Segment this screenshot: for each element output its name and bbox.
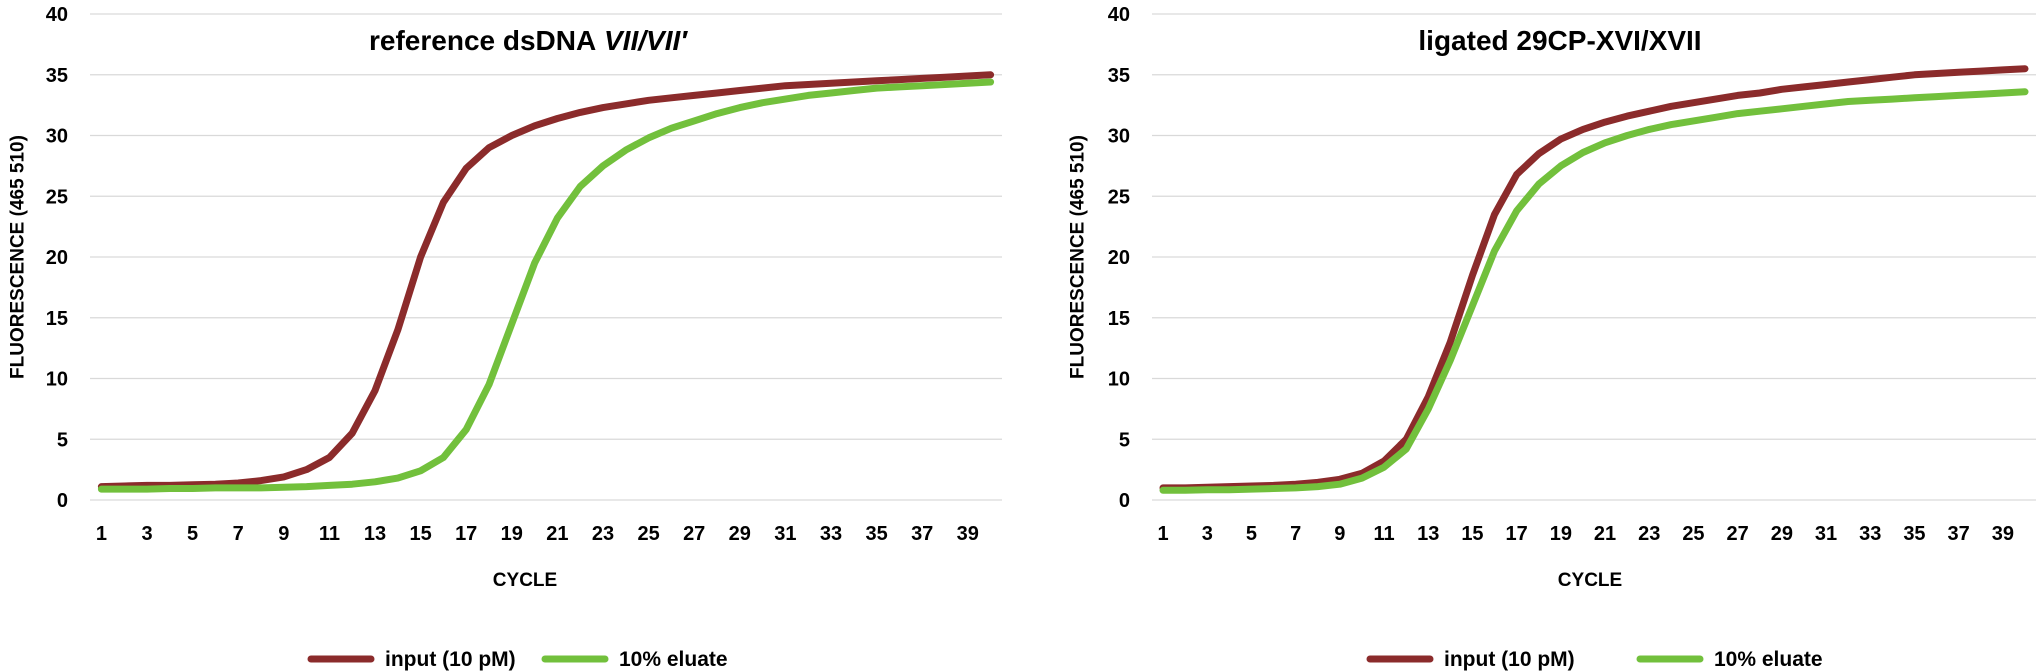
x-tick-label: 29 xyxy=(729,523,751,545)
y-tick-label: 25 xyxy=(1108,186,1130,208)
x-tick-label: 23 xyxy=(592,523,614,545)
y-tick-label: 20 xyxy=(1108,247,1130,269)
x-tick-label: 3 xyxy=(141,523,152,545)
x-tick-label: 13 xyxy=(364,523,386,545)
x-tick-label: 29 xyxy=(1771,523,1793,545)
x-tick-label: 17 xyxy=(1506,523,1528,545)
x-tick-label: 39 xyxy=(957,523,979,545)
y-tick-label: 0 xyxy=(1119,490,1130,512)
chart-title: ligated 29CP-XVI/XVII xyxy=(1418,25,1701,56)
y-tick-label: 15 xyxy=(1108,308,1130,330)
legend-label-eluate: 10% eluate xyxy=(619,648,728,671)
x-tick-label: 33 xyxy=(1859,523,1881,545)
y-tick-label: 20 xyxy=(46,247,68,269)
x-tick-label: 21 xyxy=(546,523,568,545)
x-tick-label: 11 xyxy=(1373,523,1394,545)
x-axis-title: CYCLE xyxy=(1558,570,1622,591)
x-tick-label: 35 xyxy=(865,523,887,545)
x-tick-label: 35 xyxy=(1903,523,1925,545)
y-tick-label: 25 xyxy=(46,186,68,208)
x-tick-label: 33 xyxy=(820,523,842,545)
legend-label-eluate: 10% eluate xyxy=(1714,648,1823,671)
y-axis-title: FLUORESCENCE (465 510) xyxy=(8,135,29,379)
y-tick-label: 10 xyxy=(1108,369,1130,391)
series-line-eluate xyxy=(97,78,995,493)
x-tick-label: 27 xyxy=(683,523,705,545)
y-tick-label: 5 xyxy=(57,429,68,451)
chart-title-main: ligated 29CP-XVI/XVII xyxy=(1418,25,1701,56)
x-tick-label: 9 xyxy=(278,523,289,545)
x-tick-label: 1 xyxy=(96,523,107,545)
legend-label-input: input (10 pM) xyxy=(1444,648,1575,671)
x-tick-label: 11 xyxy=(319,523,340,545)
x-tick-label: 5 xyxy=(187,523,198,545)
series-line-eluate xyxy=(1159,88,2029,494)
chart-title: reference dsDNA VII/VII′ xyxy=(369,25,688,56)
x-tick-label: 15 xyxy=(1461,523,1483,545)
x-tick-label: 1 xyxy=(1157,523,1168,545)
x-tick-label: 37 xyxy=(1948,523,1970,545)
y-tick-label: 0 xyxy=(57,490,68,512)
x-tick-label: 9 xyxy=(1334,523,1345,545)
y-tick-label: 40 xyxy=(1108,4,1130,26)
y-tick-label: 5 xyxy=(1119,429,1130,451)
legend: input (10 pM) 10% eluate xyxy=(307,648,728,671)
legend-label-input: input (10 pM) xyxy=(385,648,516,671)
legend: input (10 pM) 10% eluate xyxy=(1366,648,1823,671)
series-line-input xyxy=(97,71,995,491)
x-tick-label: 19 xyxy=(501,523,523,545)
chart-title-main: reference dsDNA xyxy=(369,25,596,56)
x-tick-label: 5 xyxy=(1246,523,1257,545)
x-tick-label: 13 xyxy=(1417,523,1439,545)
x-tick-label: 37 xyxy=(911,523,933,545)
x-tick-label: 25 xyxy=(637,523,659,545)
x-tick-label: 15 xyxy=(409,523,431,545)
x-tick-label: 31 xyxy=(774,523,796,545)
x-tick-label: 3 xyxy=(1202,523,1213,545)
x-tick-label: 7 xyxy=(1290,523,1301,545)
y-tick-label: 30 xyxy=(1108,126,1130,148)
x-tick-label: 19 xyxy=(1550,523,1572,545)
x-axis-title: CYCLE xyxy=(493,570,557,591)
x-tick-label: 39 xyxy=(1992,523,2014,545)
y-tick-label: 30 xyxy=(46,126,68,148)
series-line-input xyxy=(1159,65,2029,492)
chart-title-italic: VII/VII′ xyxy=(596,25,688,56)
x-tick-label: 25 xyxy=(1682,523,1704,545)
y-tick-label: 10 xyxy=(46,369,68,391)
x-tick-label: 17 xyxy=(455,523,477,545)
x-tick-label: 31 xyxy=(1815,523,1837,545)
x-tick-label: 27 xyxy=(1727,523,1749,545)
x-tick-label: 7 xyxy=(233,523,244,545)
y-axis-title: FLUORESCENCE (465 510) xyxy=(1068,135,1089,379)
y-tick-label: 35 xyxy=(1108,65,1130,87)
y-tick-label: 35 xyxy=(46,65,68,87)
x-tick-label: 23 xyxy=(1638,523,1660,545)
x-tick-label: 21 xyxy=(1594,523,1616,545)
y-tick-label: 40 xyxy=(46,4,68,26)
y-tick-label: 15 xyxy=(46,308,68,330)
